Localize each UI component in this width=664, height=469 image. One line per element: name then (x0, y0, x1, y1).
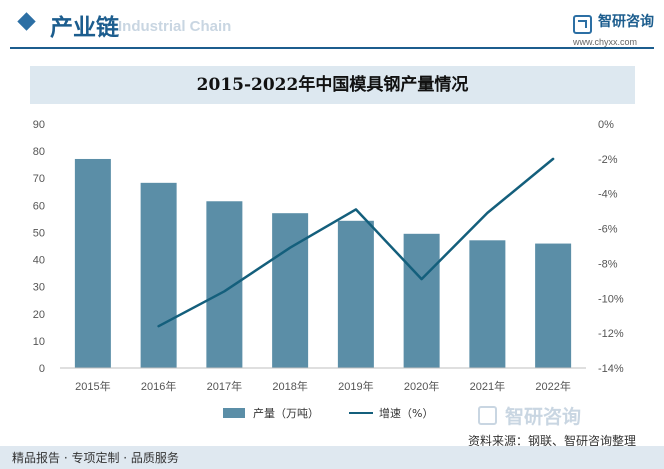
header-watermark: Industrial Chain (118, 18, 232, 35)
chart-title: 2015-2022年中国模具钢产量情况 (196, 75, 469, 95)
brand-logo-icon (573, 15, 592, 34)
left-axis-tick-label: 90 (33, 119, 45, 131)
source-note: 资料来源：钢联、智研咨询整理 (468, 434, 637, 448)
legend-line-swatch (349, 412, 373, 414)
source-watermark: 智研咨询 (505, 406, 582, 428)
source-logo-icon (478, 406, 497, 425)
x-axis-tick-label: 2018年 (272, 379, 307, 393)
right-axis-tick-label: 0% (598, 119, 614, 131)
bar (403, 233, 440, 368)
legend-label-output: 产量（万吨） (253, 407, 319, 420)
legend-label-growth: 增速（%） (379, 407, 434, 420)
bar (469, 240, 506, 368)
x-axis-tick-label: 2016年 (141, 379, 176, 393)
left-axis-tick-label: 80 (33, 146, 45, 158)
right-axis-tick-label: -10% (598, 293, 624, 305)
left-axis-tick-label: 20 (33, 309, 45, 321)
right-axis-tick-label: -12% (598, 328, 624, 340)
x-axis-tick-label: 2022年 (535, 379, 570, 393)
right-axis-tick-label: -8% (598, 258, 618, 270)
right-axis-tick-label: -4% (598, 189, 618, 201)
footer-bar: 精品报告 · 专项定制 · 品质服务 (0, 446, 664, 469)
brand-url: www.chyxx.com (573, 37, 638, 47)
header-divider (10, 47, 654, 49)
header-bar: 产业链 Industrial Chain 智研咨询 www.chyxx.com (0, 0, 664, 47)
left-axis-tick-label: 50 (33, 227, 45, 239)
right-axis-tick-label: -2% (598, 154, 618, 166)
x-axis-tick-label: 2015年 (75, 379, 110, 393)
bar (535, 243, 572, 368)
bar-series (74, 158, 572, 368)
x-axis-tick-label: 2019年 (338, 379, 373, 393)
growth-line (157, 157, 555, 328)
footer-slogan: 精品报告 · 专项定制 · 品质服务 (12, 451, 179, 465)
x-axis-tick-label: 2020年 (404, 379, 439, 393)
left-axis: 0 10 20 30 40 50 60 70 80 90 (33, 119, 45, 375)
bar (74, 158, 111, 368)
left-axis-tick-label: 70 (33, 173, 45, 185)
left-axis-tick-label: 60 (33, 200, 45, 212)
x-axis-tick-label: 2017年 (207, 379, 242, 393)
left-axis-tick-label: 30 (33, 282, 45, 294)
bar (140, 182, 177, 368)
x-axis-tick-label: 2021年 (470, 379, 505, 393)
chart-title-banner: 2015-2022年中国模具钢产量情况 (30, 66, 635, 104)
right-axis-tick-label: -14% (598, 363, 624, 375)
left-axis-tick-label: 10 (33, 336, 45, 348)
left-axis-tick-label: 40 (33, 255, 45, 267)
line-series (157, 157, 555, 328)
bar (337, 220, 374, 368)
legend-bar-swatch (223, 408, 245, 418)
bar (272, 213, 309, 368)
brand-name: 智研咨询 (598, 14, 654, 30)
bar (206, 201, 243, 368)
left-axis-tick-label: 0 (39, 363, 45, 375)
right-axis-tick-label: -6% (598, 224, 618, 236)
section-title: 产业链 (50, 15, 119, 41)
right-axis: 0% -2% -4% -6% -8% -10% -12% -14% (598, 119, 624, 375)
x-axis: 2015年 2016年 2017年 2018年 2019年 2020年 2021年 2022年 (60, 367, 586, 393)
